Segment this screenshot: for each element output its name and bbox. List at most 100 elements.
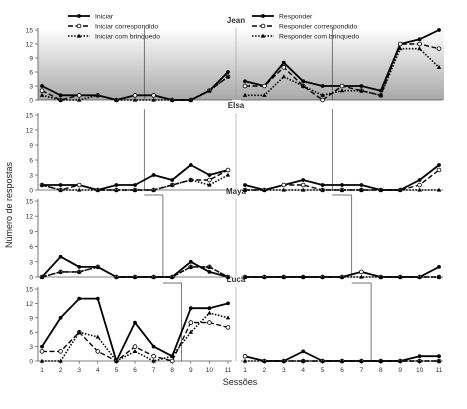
data-point [39,358,45,363]
data-point [417,274,422,279]
data-point [398,358,403,363]
data-point [188,259,193,264]
data-point [132,344,138,349]
participant-name: Maya [226,187,247,196]
data-point [417,182,422,188]
data-point [301,79,306,84]
right-legend-label: Responder com brinquedo [279,34,359,41]
data-point [151,353,156,359]
data-point [242,358,248,363]
x-tick-label: 4 [96,367,100,374]
data-point [226,301,230,306]
y-tick-label: 9 [29,315,33,322]
data-point [114,183,119,187]
x-tick-label: 5 [321,367,325,374]
data-point [225,325,231,330]
y-tick-label: 15 [26,287,34,294]
data-point [281,187,286,192]
data-point [436,64,442,69]
x-tick-label: 7 [152,367,156,374]
data-point [170,353,175,358]
data-point [339,83,345,89]
data-point [320,274,325,279]
data-point [436,187,442,192]
data-point [40,84,44,88]
data-point [300,182,306,188]
data-point [260,33,266,38]
data-point [207,270,212,274]
data-point [132,274,138,279]
data-point [378,187,383,192]
data-point [58,183,63,187]
y-tick-label: 9 [29,143,33,150]
x-tick-label: 3 [77,367,81,374]
data-point [281,274,286,279]
data-point [58,358,63,363]
data-point [320,84,325,88]
data-point [151,344,156,349]
data-point [359,88,364,93]
x-tick-label: 5 [115,367,119,374]
data-point [95,264,100,269]
data-point [339,88,345,93]
y-tick-label: 15 [26,199,34,206]
data-point [95,92,100,97]
series-line [41,169,229,191]
data-point [320,183,325,187]
data-point [76,182,82,188]
data-point [242,83,248,89]
data-point [169,358,175,364]
x-tick-label: 2 [59,367,63,374]
data-point [437,28,441,32]
data-point [242,353,248,359]
data-point [262,83,267,89]
y-tick-label: 0 [29,359,33,366]
y-tick-label: 15 [26,113,34,120]
x-tick-label: 8 [379,367,383,374]
participant-name: Luca [227,275,246,284]
x-tick-label: 11 [436,367,443,374]
data-point [114,358,119,363]
data-point [398,274,403,279]
y-tick-label: 6 [29,158,33,165]
data-point [151,187,156,192]
data-point [58,349,63,354]
x-tick-label: 8 [170,367,174,374]
data-point [76,93,82,98]
data-point [397,41,403,47]
y-tick-label: 9 [29,229,33,236]
data-point [243,183,247,187]
y-tick-label: 0 [29,188,33,195]
data-point [207,177,212,183]
data-point [225,172,231,177]
data-point [359,269,364,275]
data-point [301,83,306,88]
data-point [170,97,175,102]
data-point [207,310,212,315]
data-point [378,274,383,279]
data-point [188,177,193,182]
data-point [207,320,212,325]
left-legend-label: Iniciar [95,14,114,21]
data-point [436,167,442,173]
data-point [417,358,422,363]
data-point [77,14,81,18]
data-point [58,315,63,320]
data-point [417,46,422,51]
data-point [151,173,156,177]
right-legend-label: Responder [279,14,313,21]
y-tick-label: 6 [29,330,33,337]
participant-name: Jean [227,16,245,25]
data-point [243,79,247,84]
data-point [58,93,63,98]
data-point [262,187,267,192]
data-point [133,183,137,187]
data-point [281,60,286,65]
data-point [39,182,45,187]
data-point [398,46,403,51]
data-point [320,358,325,363]
data-point [242,92,248,97]
data-point [320,187,325,192]
